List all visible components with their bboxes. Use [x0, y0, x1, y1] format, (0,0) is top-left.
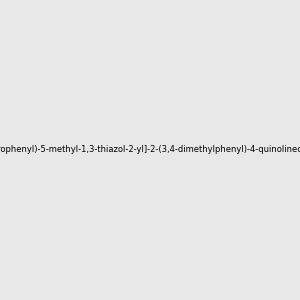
Text: N-[4-(4-chlorophenyl)-5-methyl-1,3-thiazol-2-yl]-2-(3,4-dimethylphenyl)-4-quinol: N-[4-(4-chlorophenyl)-5-methyl-1,3-thiaz… — [0, 146, 300, 154]
